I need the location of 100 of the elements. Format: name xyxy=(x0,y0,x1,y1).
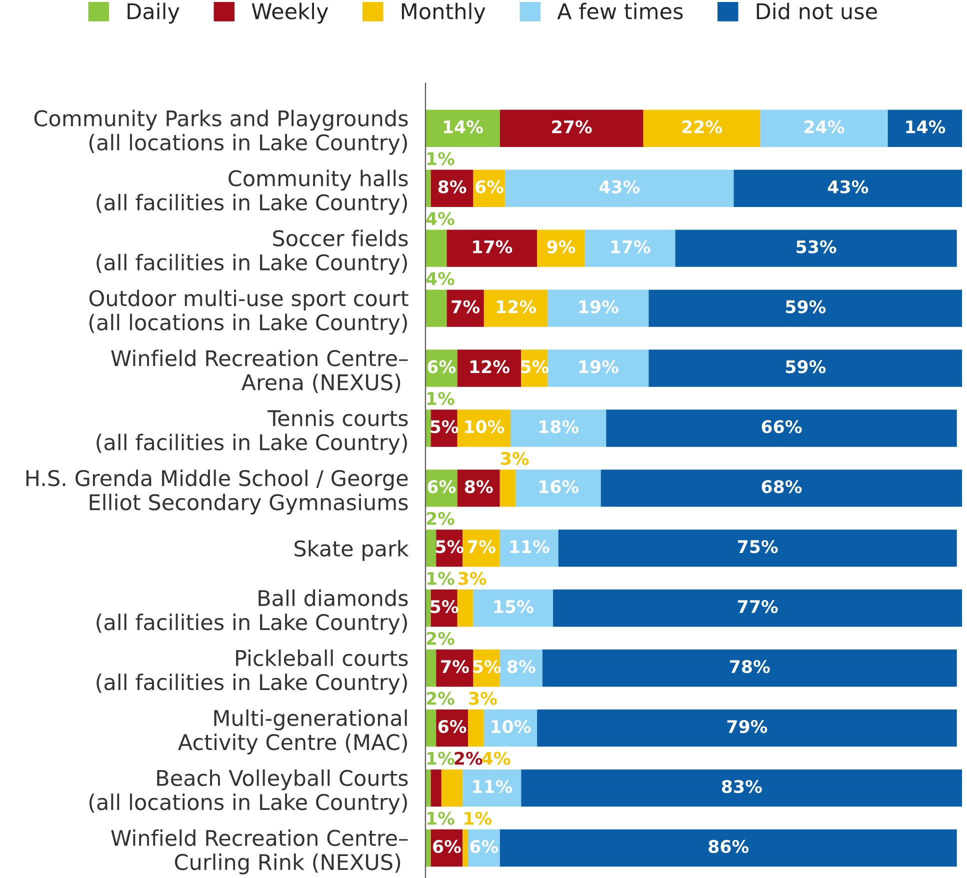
y-tick-label: Community Parks and Playgrounds (all locations in Lake Country) xyxy=(34,110,408,155)
bar xyxy=(425,230,447,267)
data-label: 77% xyxy=(738,600,778,614)
data-label: 6% xyxy=(428,480,456,494)
bar xyxy=(446,230,538,267)
bar xyxy=(457,470,500,507)
data-label: 78% xyxy=(730,660,770,674)
bar xyxy=(537,709,957,747)
bar xyxy=(425,410,431,447)
bar xyxy=(473,590,554,627)
data-label: 2% xyxy=(426,512,454,526)
bar xyxy=(648,290,962,327)
data-label: 14% xyxy=(906,120,946,134)
bar xyxy=(760,110,888,147)
bar xyxy=(548,350,649,387)
bar xyxy=(436,650,474,687)
data-label: 1% xyxy=(464,812,492,825)
data-label: 7% xyxy=(441,660,469,674)
data-label: 4% xyxy=(426,212,454,226)
y-tick-label: Ball diamonds (all facilities in Lake Country) xyxy=(96,590,408,634)
data-label: 17% xyxy=(473,240,512,254)
y-tick-label: Pickleball courts (all facilities in Lake Country) xyxy=(96,650,408,694)
data-label: 3% xyxy=(458,572,486,585)
data-label: 79% xyxy=(727,720,768,734)
data-label: 1% xyxy=(427,392,454,406)
data-label: 22% xyxy=(682,120,722,134)
data-label: 2% xyxy=(454,752,482,765)
data-label: 8% xyxy=(464,480,493,494)
bar xyxy=(553,590,962,627)
y-tick-label: Soccer fields (all facilities in Lake Country) xyxy=(96,230,408,275)
data-label: 4% xyxy=(482,752,510,765)
data-label: 75% xyxy=(738,540,778,554)
data-label: 12% xyxy=(496,300,536,314)
bar xyxy=(484,290,548,327)
data-label: 6% xyxy=(433,840,461,854)
data-label: 68% xyxy=(762,480,802,494)
bar xyxy=(425,829,431,867)
y-tick-label: Outdoor multi-use sport court (all locations in Lake Country) xyxy=(89,290,408,335)
data-label: 2% xyxy=(426,632,454,645)
y-tick-label: Skate park xyxy=(294,540,409,561)
data-label: 6% xyxy=(470,840,498,854)
data-label: 86% xyxy=(708,840,749,854)
y-tick-label: Community halls (all facilities in Lake Country) xyxy=(96,170,408,215)
data-label: 6% xyxy=(428,360,456,374)
bar xyxy=(521,769,962,807)
bar xyxy=(457,350,522,387)
bar xyxy=(505,170,734,207)
data-label: 4% xyxy=(426,272,454,286)
data-label: 3% xyxy=(501,452,529,466)
data-label: 6% xyxy=(438,720,466,734)
y-tick-label: Beach Volleyball Courts (all locations in Lake Country) xyxy=(89,769,408,814)
data-label: 10% xyxy=(492,720,531,734)
bar xyxy=(425,110,500,147)
data-label: 10% xyxy=(465,420,504,434)
bar xyxy=(425,530,436,567)
bar xyxy=(462,769,522,807)
bar xyxy=(648,350,962,387)
bar xyxy=(510,410,606,447)
bar xyxy=(548,290,649,327)
bar xyxy=(643,110,760,147)
data-label: 1% xyxy=(427,152,454,166)
data-label: 59% xyxy=(786,360,826,374)
bar xyxy=(441,769,463,807)
data-label: 1% xyxy=(427,752,454,765)
y-tick-label: Winfield Recreation Centre– Curling Rink (NEXUS) xyxy=(111,829,408,874)
data-label: 8% xyxy=(438,180,466,194)
data-label: 9% xyxy=(547,240,576,254)
legend-label: Did not use xyxy=(756,2,877,20)
data-label: 7% xyxy=(468,540,496,554)
y-tick-label: Tennis courts (all facilities in Lake Country) xyxy=(96,410,408,455)
bar xyxy=(430,769,442,807)
bar xyxy=(600,470,962,507)
data-label: 11% xyxy=(473,780,512,794)
data-label: 53% xyxy=(796,240,836,254)
legend-label: Weekly xyxy=(252,2,328,24)
bar xyxy=(537,230,585,267)
data-label: 24% xyxy=(804,120,844,134)
data-label: 12% xyxy=(470,360,510,374)
bar xyxy=(558,530,957,567)
y-tick-label: H.S. Grenda Middle School / George Elliot Secondary Gymnasiums xyxy=(26,470,408,515)
bar xyxy=(425,590,431,627)
data-label: 1% xyxy=(427,572,454,585)
y-tick-label: Multi-generational Activity Centre (MAC) xyxy=(178,709,407,754)
bar xyxy=(734,170,962,207)
bar xyxy=(425,650,436,687)
bar xyxy=(675,230,957,267)
bar xyxy=(500,470,516,507)
data-label: 2% xyxy=(426,692,454,705)
bar xyxy=(542,650,957,687)
data-label: 14% xyxy=(444,120,483,134)
bar xyxy=(500,530,558,567)
data-label: 7% xyxy=(452,300,480,314)
bar xyxy=(500,829,957,867)
data-label: 83% xyxy=(722,780,762,794)
data-label: 16% xyxy=(540,480,579,494)
bar xyxy=(462,829,468,867)
data-label: 27% xyxy=(552,120,592,134)
data-label: 43% xyxy=(828,180,868,194)
bar xyxy=(888,110,962,147)
bar xyxy=(468,709,484,747)
